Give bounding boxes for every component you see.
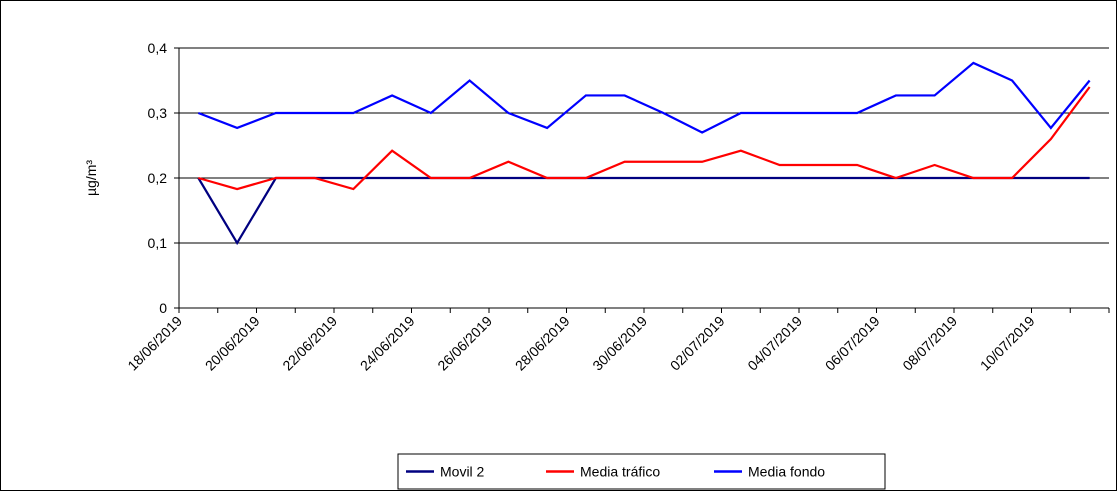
legend-label: Media tráfico bbox=[580, 464, 660, 480]
y-tick-label: 0,3 bbox=[148, 105, 168, 121]
legend-box bbox=[397, 453, 886, 490]
y-tick-label: 0,1 bbox=[148, 235, 168, 251]
series-line bbox=[198, 86, 1091, 191]
y-tick-label: 0,4 bbox=[148, 40, 168, 56]
legend-label: Movil 2 bbox=[440, 464, 485, 480]
y-tick-label: 0,2 bbox=[148, 170, 168, 186]
y-tick-label: 0 bbox=[159, 300, 167, 316]
series-line bbox=[197, 61, 1091, 134]
y-axis-label: µg/m³ bbox=[83, 160, 99, 196]
legend-label: Media fondo bbox=[748, 464, 825, 480]
series-line bbox=[197, 176, 1090, 246]
